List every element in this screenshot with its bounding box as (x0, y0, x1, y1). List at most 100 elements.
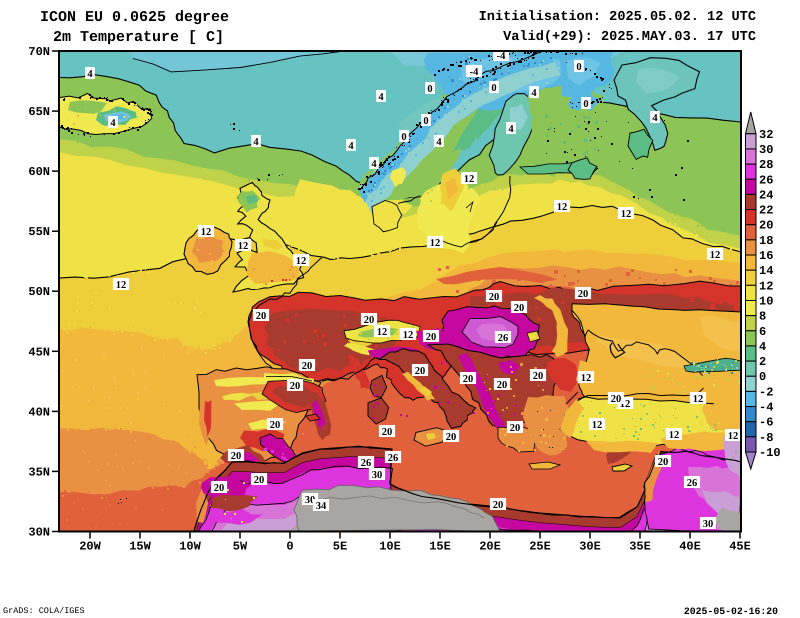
svg-text:15W: 15W (129, 540, 151, 554)
svg-text:0: 0 (576, 62, 581, 73)
svg-text:26: 26 (388, 453, 399, 464)
svg-text:50N: 50N (28, 285, 50, 299)
svg-text:26: 26 (687, 478, 698, 489)
svg-text:65N: 65N (28, 105, 50, 119)
svg-text:32: 32 (759, 128, 773, 142)
svg-text:20: 20 (270, 420, 281, 431)
svg-text:45E: 45E (729, 540, 751, 554)
svg-text:Initialisation: 2025.05.02. 12: Initialisation: 2025.05.02. 12 UTC (479, 10, 756, 25)
svg-text:12: 12 (238, 241, 249, 252)
svg-text:-2: -2 (759, 385, 773, 399)
svg-text:12: 12 (710, 250, 721, 261)
svg-text:12: 12 (464, 174, 475, 185)
svg-text:40N: 40N (28, 405, 50, 419)
svg-text:2025-05-02-16:20: 2025-05-02-16:20 (684, 606, 778, 617)
svg-text:55N: 55N (28, 225, 50, 239)
svg-text:12: 12 (669, 430, 680, 441)
svg-text:22: 22 (759, 204, 773, 218)
svg-text:20: 20 (489, 292, 500, 303)
svg-text:30N: 30N (28, 526, 50, 540)
svg-text:6: 6 (759, 325, 766, 339)
svg-text:30: 30 (372, 470, 383, 481)
svg-text:-4: -4 (470, 67, 479, 78)
svg-text:20: 20 (759, 219, 773, 233)
svg-text:20: 20 (611, 394, 622, 405)
svg-text:20: 20 (463, 374, 474, 385)
svg-text:0: 0 (286, 540, 293, 554)
svg-text:20: 20 (415, 366, 426, 377)
svg-text:-4: -4 (759, 401, 773, 415)
svg-text:12: 12 (557, 202, 568, 213)
svg-text:20: 20 (514, 303, 525, 314)
svg-text:40E: 40E (679, 540, 701, 554)
svg-text:4: 4 (110, 118, 116, 129)
svg-text:20: 20 (290, 381, 301, 392)
svg-text:20: 20 (533, 371, 544, 382)
svg-text:20W: 20W (79, 540, 101, 554)
svg-text:4: 4 (378, 92, 384, 103)
svg-text:35E: 35E (629, 540, 651, 554)
svg-text:18: 18 (759, 234, 773, 248)
svg-text:12: 12 (430, 238, 441, 249)
svg-text:26: 26 (759, 173, 773, 187)
svg-text:4: 4 (436, 137, 442, 148)
svg-text:0: 0 (491, 83, 496, 94)
svg-text:20: 20 (493, 500, 504, 511)
svg-text:4: 4 (87, 69, 93, 80)
svg-text:12: 12 (621, 209, 632, 220)
svg-text:20: 20 (578, 289, 589, 300)
svg-text:12: 12 (759, 279, 773, 293)
svg-text:20E: 20E (479, 540, 501, 554)
svg-text:4: 4 (652, 113, 658, 124)
svg-text:14: 14 (759, 264, 773, 278)
svg-text:10: 10 (759, 295, 773, 309)
svg-text:20: 20 (364, 315, 375, 326)
svg-text:12: 12 (581, 373, 592, 384)
svg-text:2m Temperature [ C]: 2m Temperature [ C] (53, 29, 224, 46)
svg-text:5E: 5E (333, 540, 347, 554)
svg-text:20: 20 (302, 361, 313, 372)
svg-text:4: 4 (253, 137, 259, 148)
svg-text:28: 28 (759, 158, 773, 172)
svg-text:Valid(+29): 2025.MAY.03. 17 UT: Valid(+29): 2025.MAY.03. 17 UTC (503, 30, 756, 45)
svg-text:70N: 70N (28, 45, 50, 59)
svg-text:34: 34 (316, 501, 327, 512)
svg-text:60N: 60N (28, 165, 50, 179)
svg-text:20: 20 (658, 457, 669, 468)
svg-text:30E: 30E (579, 540, 601, 554)
svg-text:-4: -4 (497, 51, 506, 62)
svg-text:12: 12 (728, 431, 739, 442)
svg-text:20: 20 (446, 432, 457, 443)
svg-text:45N: 45N (28, 345, 50, 359)
svg-text:20: 20 (510, 423, 521, 434)
svg-text:26: 26 (498, 333, 509, 344)
svg-text:0: 0 (583, 99, 588, 110)
svg-text:ICON EU 0.0625 degree: ICON EU 0.0625 degree (40, 9, 229, 26)
svg-text:0: 0 (759, 370, 766, 384)
svg-text:20: 20 (426, 332, 437, 343)
svg-text:10E: 10E (379, 540, 401, 554)
svg-text:20: 20 (231, 451, 242, 462)
svg-text:20: 20 (214, 483, 225, 494)
svg-text:10W: 10W (179, 540, 201, 554)
svg-text:-10: -10 (759, 446, 781, 460)
svg-text:12: 12 (592, 420, 603, 431)
svg-text:12: 12 (693, 394, 704, 405)
svg-text:20: 20 (497, 380, 508, 391)
svg-text:26: 26 (361, 458, 372, 469)
svg-text:20: 20 (254, 475, 265, 486)
svg-text:30: 30 (305, 495, 316, 506)
svg-text:15E: 15E (429, 540, 451, 554)
svg-text:-8: -8 (759, 431, 773, 445)
svg-text:25E: 25E (529, 540, 551, 554)
svg-text:0: 0 (427, 84, 432, 95)
svg-text:8: 8 (759, 310, 766, 324)
svg-text:24: 24 (759, 188, 773, 202)
svg-text:4: 4 (508, 124, 514, 135)
svg-text:4: 4 (348, 141, 354, 152)
svg-text:35N: 35N (28, 465, 50, 479)
svg-text:5W: 5W (233, 540, 248, 554)
svg-text:0: 0 (423, 116, 428, 127)
svg-text:2: 2 (759, 355, 766, 369)
svg-text:4: 4 (759, 340, 766, 354)
